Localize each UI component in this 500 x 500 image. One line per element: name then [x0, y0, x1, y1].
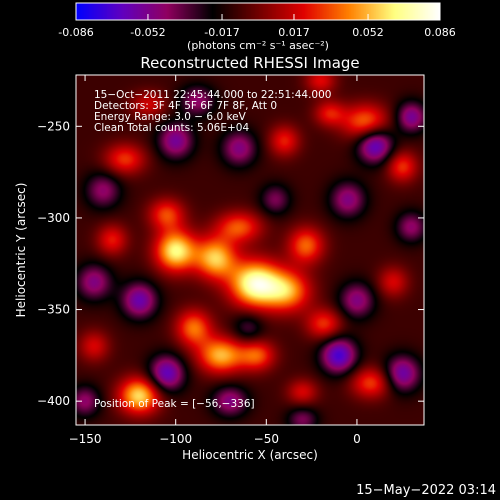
y-axis-ticks: −250 −300 −350 −400: [37, 119, 424, 408]
colorbar-gradient: [76, 3, 440, 20]
colorbar-tick-label: -0.052: [130, 26, 165, 39]
heatmap-image: [76, 75, 424, 425]
footer-date: 15−May−2022 03:14: [356, 483, 496, 498]
colorbar-tick-label: -0.086: [58, 26, 93, 39]
x-tick-label: −100: [159, 432, 192, 446]
annotation-time-range: 15−Oct−2011 22:45:44.000 to 22:51:44.000: [94, 89, 331, 101]
y-tick-label: −400: [37, 394, 70, 408]
y-axis-label: Heliocentric Y (arcsec): [14, 183, 28, 318]
colorbar-tick-label: 0.017: [278, 26, 310, 39]
x-tick-label: −150: [69, 432, 102, 446]
x-tick-label: −50: [254, 432, 279, 446]
y-tick-label: −250: [37, 119, 70, 133]
y-tick-label: −350: [37, 303, 70, 317]
colorbar-tick-label: -0.017: [204, 26, 239, 39]
colorbar-tick-label: 0.086: [424, 26, 456, 39]
x-axis-ticks: −150 −100 −50 0: [69, 75, 361, 446]
plot-frame: [75, 74, 425, 426]
colorbar: -0.086 -0.052 -0.017 0.017 0.052 0.086 (photo…: [58, 2, 456, 52]
x-tick-label: 0: [353, 432, 361, 446]
chart-title: Reconstructed RHESSI Image: [140, 54, 359, 72]
annotation-peak-position: Position of Peak = [−56,−336]: [94, 398, 255, 410]
y-tick-label: −300: [37, 211, 70, 225]
annotation-detectors: Detectors: 3F 4F 5F 6F 7F 8F, Att 0: [94, 100, 277, 112]
annotation-clean-counts: Clean Total counts: 5.06E+04: [94, 122, 249, 134]
x-axis-label: Heliocentric X (arcsec): [182, 448, 318, 462]
colorbar-ticks: -0.086 -0.052 -0.017 0.017 0.052 0.086: [58, 14, 456, 39]
colorbar-tick-label: 0.052: [352, 26, 384, 39]
colorbar-frame: [75, 2, 441, 21]
annotation-energy-range: Energy Range: 3.0 − 6.0 keV: [94, 111, 247, 123]
colorbar-units-label: (photons cm⁻² s⁻¹ asec⁻²): [187, 39, 329, 52]
annotations: 15−Oct−2011 22:45:44.000 to 22:51:44.000…: [94, 89, 331, 410]
